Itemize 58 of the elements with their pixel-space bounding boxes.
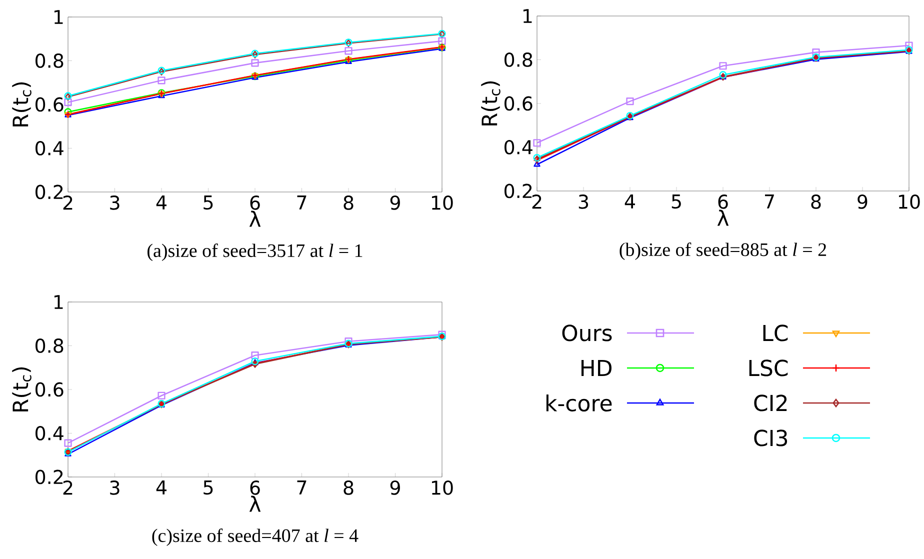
y-tick-label: 1 [54, 10, 63, 24]
y-tick-label: 0.4 [36, 426, 64, 440]
x-tick-label: 4 [156, 480, 166, 494]
legend-label: LSC [749, 360, 788, 376]
y-axis-title: R(t$_{c}$) [481, 81, 500, 126]
x-tick-label: 6 [250, 196, 260, 210]
x-tick-label: 8 [344, 480, 354, 495]
x-axis-title: λ [717, 210, 729, 226]
legend-label: Ours [562, 324, 612, 342]
y-axis-title: R(t$_{c}$) [12, 82, 32, 126]
y-tick-label: 0.2 [36, 470, 63, 484]
x-tick-label: 8 [811, 194, 821, 209]
x-tick-label: 7 [297, 480, 306, 494]
y-tick-label: 0.8 [36, 338, 64, 353]
y-tick-label: 0.2 [504, 184, 532, 198]
x-tick-label: 6 [718, 194, 728, 209]
y-tick-label: 1 [54, 295, 63, 309]
x-tick-label: 4 [156, 196, 166, 210]
x-tick-label: 3 [578, 194, 588, 209]
y-axis-title: R(t$_{c}$) [12, 367, 32, 412]
x-tick-label: 2 [532, 194, 542, 209]
y-tick-label: 0.6 [36, 382, 64, 397]
x-tick-label: 5 [204, 196, 213, 210]
y-tick-label: 0.8 [36, 54, 64, 68]
x-tick-label: 4 [624, 194, 635, 208]
x-tick-label: 5 [204, 480, 213, 495]
x-tick-label: 2 [63, 480, 72, 495]
x-tick-label: 9 [390, 480, 400, 495]
x-tick-label: 6 [250, 480, 260, 495]
legend-label: CI2 [754, 394, 787, 412]
y-tick-label: 0.6 [504, 96, 532, 111]
x-tick-label: 2 [63, 196, 72, 210]
text: (a)size of seed=3517 at l = 1 [148, 244, 362, 261]
legend-label: LC [763, 324, 788, 342]
x-tick-label: 3 [110, 480, 120, 495]
legend-label: k-core [546, 394, 612, 412]
y-tick-label: 0.4 [36, 141, 64, 156]
x-tick-label: 8 [344, 196, 354, 210]
y-tick-label: 1 [523, 9, 532, 23]
x-tick-label: 9 [858, 194, 868, 209]
text: (c)size of seed=407 at l = 4 [152, 528, 358, 546]
x-tick-label: 10 [898, 194, 920, 209]
y-tick-label: 0.6 [36, 97, 64, 112]
text: (b)size of seed=885 at l = 2 [620, 242, 826, 260]
x-tick-label: 10 [432, 196, 453, 210]
y-tick-label: 0.4 [504, 140, 532, 154]
legend-label: HD [581, 360, 612, 376]
x-tick-label: 9 [390, 196, 400, 210]
x-tick-label: 5 [672, 194, 681, 209]
legend-label: CI3 [754, 430, 788, 446]
y-tick-label: 0.2 [36, 184, 63, 200]
y-tick-label: 0.8 [504, 52, 532, 67]
x-tick-label: 7 [297, 196, 306, 210]
x-axis-title: λ [249, 496, 261, 512]
x-tick-label: 3 [110, 196, 120, 210]
x-axis-title: λ [249, 210, 261, 227]
x-tick-label: 7 [765, 194, 774, 208]
x-tick-label: 10 [432, 480, 453, 495]
